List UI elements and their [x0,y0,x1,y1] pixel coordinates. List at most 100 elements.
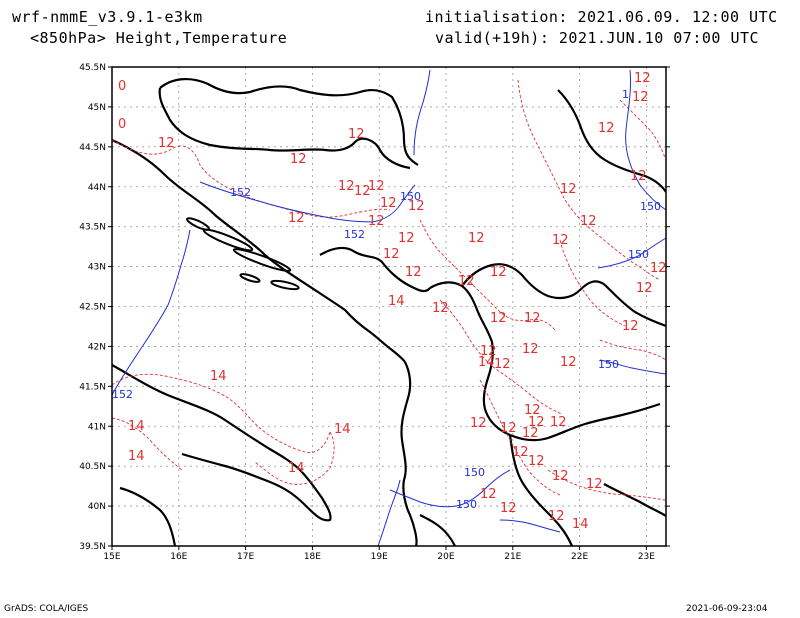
temperature-contour-label: 12 [368,214,385,229]
temperature-contour-label: 12 [650,261,667,276]
height-contour-label: 152 [112,388,133,401]
temperature-contour-label: 12 [630,169,647,184]
lat-label: 42.5N [79,303,106,313]
lat-label: 44.5N [79,143,106,153]
lat-label: 45N [88,103,106,113]
lat-label: 42N [88,342,106,352]
temperature-contour-label: 12 [598,121,615,136]
height-contour-label: 152 [344,228,365,241]
lat-label: 41N [88,422,106,432]
temperature-contour-label: 12 [560,355,577,370]
valid-time: valid(+19h): 2021.JUN.10 07:00 UTC [435,29,760,47]
temperature-contour-label: 14 [210,369,227,384]
lon-label: 16E [170,552,187,562]
temperature-contour-label: 12 [636,281,653,296]
temperature-contour-label: 12 [380,196,397,211]
lon-label: 21E [504,552,521,562]
lon-label: 22E [571,552,588,562]
height-contour-label: 152 [230,186,251,199]
temperature-contour-label: 12 [480,344,497,359]
temperature-contour-label: 12 [432,301,449,316]
coastlines [111,78,667,547]
temperature-contour-label: 12 [470,416,487,431]
temperature-contour-label: 12 [528,454,545,469]
height-contour-label: 150 [464,466,485,479]
temperature-contour-label: 12 [500,501,517,516]
temperature-contour-label: 12 [490,311,507,326]
temperature-contour-label: 12 [560,182,577,197]
credit-label: GrADS: COLA/IGES [4,604,89,614]
temperature-contour-label: 12 [368,179,385,194]
temperature-contour-label: 12 [338,179,355,194]
height-contours [111,69,667,547]
temperature-contour-label: 12 [354,184,371,199]
temperature-contour-label: 12 [586,477,603,492]
lon-label: 20E [437,552,454,562]
temperature-contour-label: 12 [398,231,415,246]
temperature-contour-label: 12 [468,231,485,246]
temperature-contour-label: 12 [288,211,305,226]
lat-label: 43N [88,263,106,273]
plot-timestamp: 2021-06-09-23:04 [686,604,768,614]
lat-label: 39.5N [79,542,106,552]
temperature-contour-label: 12 [348,127,365,142]
lat-label: 41.5N [79,382,106,392]
temperature-contour-label: 14 [334,422,351,437]
temperature-contour-label: 12 [522,342,539,357]
lon-label: 19E [371,552,388,562]
lon-label: 15E [103,552,120,562]
lon-label: 23E [638,552,655,562]
height-contour-label: 150 [456,498,477,511]
temperature-contour-label: 12 [632,90,649,105]
temperature-contour-label: 12 [458,274,475,289]
temperature-contour-label: 12 [158,136,175,151]
temperature-contour-label: 12 [634,71,651,86]
temperature-contour-label: 12 [524,403,541,418]
temperature-contour-label: 14 [572,517,589,532]
temperature-contour-label: 14 [478,355,495,370]
height-contour-label: 150 [400,190,421,203]
height-labels: 152 152 152 150 150 150 150 150 150 1 [112,88,661,511]
temperature-contour-label: 12 [524,311,541,326]
temperature-contour-label: 12 [622,319,639,334]
lat-label: 44N [88,183,106,193]
init-time: initialisation: 2021.06.09. 12:00 UTC [425,8,778,26]
lat-label: 45.5N [79,63,106,73]
model-title: wrf-nmmE_v3.9.1-e3km [12,8,203,26]
temperature-contour-label: 12 [522,426,539,441]
temperature-contour-label: 12 [580,214,597,229]
lat-label: 43.5N [79,223,106,233]
temperature-contour-label: 14 [128,449,145,464]
lon-label: 18E [304,552,321,562]
temperature-contour-label: 12 [480,487,497,502]
temperature-contour-label: 12 [494,357,511,372]
lon-label: 17E [237,552,254,562]
islands [186,217,300,291]
temperature-contour-label: 12 [500,421,517,436]
lat-label: 40.5N [79,462,106,472]
temperature-contour-label: 12 [512,445,529,460]
temperature-contour-label: 14 [288,461,305,476]
temperature-contour-label: 14 [388,294,405,309]
temperature-contour-label: 12 [552,469,569,484]
height-contour-label: 150 [640,200,661,213]
temperature-contour-label: 12 [408,199,425,214]
temperature-contour-label: 12 [552,233,569,248]
temperature-contour-label: 0 [118,79,126,94]
height-contour-label: 150 [628,248,649,261]
temperature-contour-label: 14 [128,419,145,434]
height-contour-label: 150 [598,358,619,371]
temperature-contour-label: 12 [405,265,422,280]
temperature-contour-label: 12 [290,152,307,167]
temperature-contour-label: 12 [383,247,400,262]
temperature-contour-label: 12 [528,415,545,430]
temperature-contours [111,79,667,501]
temperature-contour-label: 12 [548,509,565,524]
lat-label: 40N [88,502,106,512]
temperature-contour-label: 12 [490,265,507,280]
height-contour-label: 1 [622,88,629,101]
temperature-contour-label: 0 [118,117,126,132]
temperature-contour-label: 12 [550,415,567,430]
